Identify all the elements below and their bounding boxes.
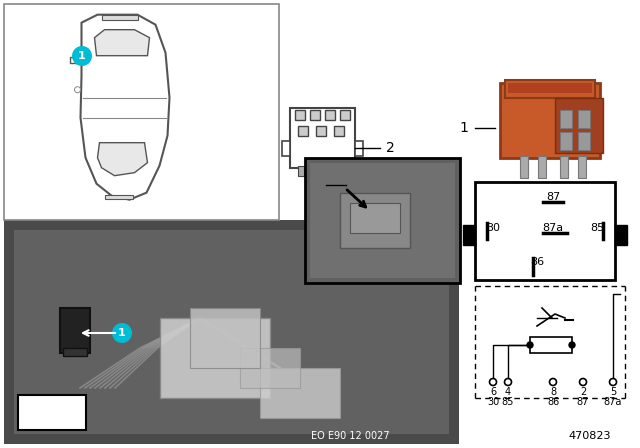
Bar: [475, 182, 615, 280]
Bar: [4, 220, 459, 444]
Text: 87: 87: [546, 192, 560, 202]
Bar: [355, 141, 363, 156]
Bar: [4, 4, 279, 220]
Circle shape: [72, 46, 92, 66]
Text: 8: 8: [550, 387, 556, 397]
Text: 4: 4: [505, 387, 511, 397]
Text: 1: 1: [78, 51, 86, 61]
Text: 87: 87: [577, 397, 589, 407]
Bar: [615, 225, 627, 245]
Circle shape: [112, 323, 132, 343]
Bar: [160, 318, 270, 398]
Text: 86: 86: [530, 257, 544, 267]
Bar: [313, 166, 319, 176]
Bar: [316, 126, 326, 136]
Bar: [63, 348, 87, 356]
Bar: [310, 110, 320, 120]
Text: 470823: 470823: [569, 431, 611, 441]
Bar: [282, 141, 290, 156]
Bar: [190, 308, 260, 368]
Text: 85: 85: [502, 397, 514, 407]
Bar: [295, 110, 305, 120]
Bar: [340, 110, 350, 120]
Text: 2: 2: [580, 387, 586, 397]
Text: EO E90 12 0027: EO E90 12 0027: [310, 431, 389, 441]
Circle shape: [490, 379, 497, 385]
Bar: [310, 163, 455, 278]
Bar: [298, 126, 308, 136]
Bar: [560, 110, 572, 128]
Text: 30: 30: [487, 397, 499, 407]
Bar: [325, 110, 335, 120]
Circle shape: [569, 342, 575, 348]
Text: 1: 1: [459, 121, 468, 135]
Bar: [538, 156, 546, 178]
Bar: [14, 230, 449, 434]
Bar: [340, 193, 410, 248]
Bar: [60, 308, 90, 353]
Text: 85: 85: [590, 223, 604, 233]
Text: X6304: X6304: [32, 416, 72, 426]
Polygon shape: [95, 30, 150, 56]
Bar: [530, 337, 572, 353]
Text: 86: 86: [547, 397, 559, 407]
Circle shape: [504, 379, 511, 385]
Bar: [70, 57, 81, 63]
Bar: [343, 166, 349, 176]
Text: 1: 1: [118, 328, 126, 338]
Text: 30: 30: [486, 223, 500, 233]
Text: 5: 5: [610, 387, 616, 397]
Bar: [560, 132, 572, 150]
Bar: [500, 83, 600, 158]
Polygon shape: [81, 15, 170, 200]
Bar: [334, 126, 344, 136]
Bar: [260, 368, 340, 418]
Text: 87a: 87a: [604, 397, 622, 407]
Circle shape: [579, 379, 586, 385]
Bar: [240, 348, 300, 388]
Bar: [505, 80, 595, 98]
Bar: [290, 108, 355, 168]
Bar: [102, 15, 138, 20]
Bar: [578, 156, 586, 178]
Circle shape: [74, 86, 81, 93]
Text: 3: 3: [352, 178, 361, 192]
Text: K6304: K6304: [32, 400, 72, 410]
Text: 87a: 87a: [543, 223, 564, 233]
Bar: [560, 156, 568, 178]
Bar: [104, 195, 132, 198]
Bar: [578, 110, 590, 128]
Bar: [520, 156, 528, 178]
Circle shape: [609, 379, 616, 385]
Bar: [463, 225, 475, 245]
Polygon shape: [97, 142, 147, 176]
Circle shape: [527, 342, 533, 348]
Bar: [305, 158, 460, 283]
Text: 6: 6: [490, 387, 496, 397]
Bar: [298, 166, 304, 176]
Text: 2: 2: [386, 141, 395, 155]
Bar: [328, 166, 334, 176]
Bar: [350, 203, 400, 233]
Bar: [508, 83, 592, 93]
Bar: [578, 132, 590, 150]
Circle shape: [550, 379, 557, 385]
Bar: [18, 395, 86, 430]
Bar: [555, 98, 603, 153]
